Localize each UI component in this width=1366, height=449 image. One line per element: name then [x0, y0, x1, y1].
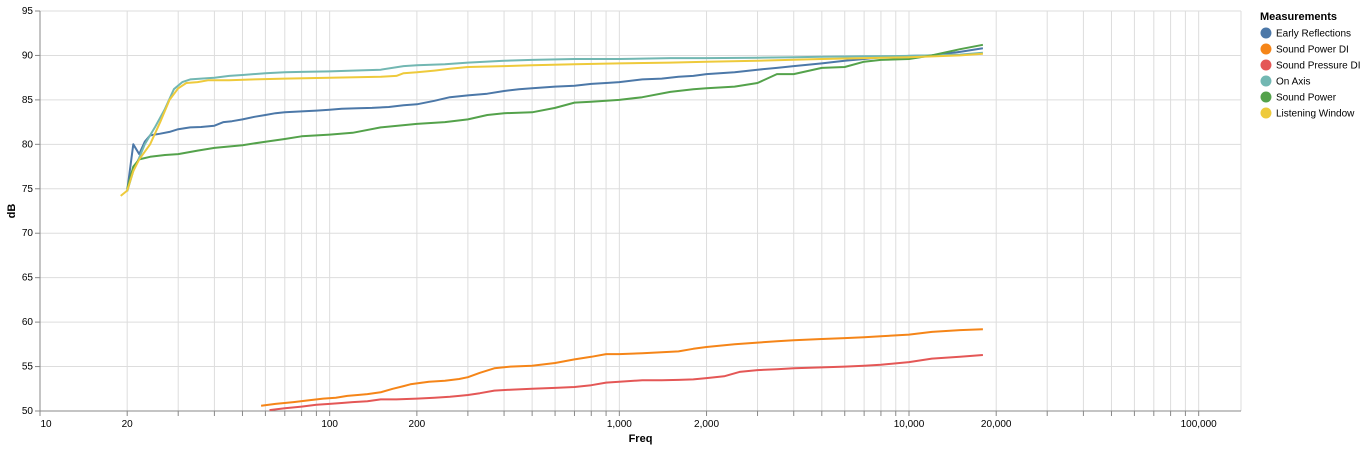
series-line-sound-pressure-di: [269, 354, 983, 412]
x-tick-label: 10: [40, 419, 52, 430]
y-tick-label: 75: [22, 184, 34, 195]
y-tick-label: 80: [22, 139, 34, 150]
legend: Measurements Early Reflections Sound Power…: [1260, 11, 1361, 120]
y-tick-label: 85: [22, 95, 34, 106]
series-line-sound-power: [126, 43, 984, 190]
x-tick-label: 2,000: [694, 419, 719, 430]
axes: 50 55 60 65 70 75 80 85 90 95 10 20 100 200 1,000 2,000…: [6, 6, 1241, 445]
legend-label: Sound Pressure DI: [1276, 61, 1361, 72]
legend-title: Measurements: [1260, 11, 1337, 23]
x-tick-label: 20,000: [981, 419, 1012, 430]
legend-label: Listening Window: [1276, 109, 1355, 120]
y-tick-label: 55: [22, 362, 34, 373]
series-line-listening-window: [120, 52, 983, 197]
x-tick-label: 200: [409, 419, 426, 430]
y-tick-label: 70: [22, 228, 34, 239]
y-tick-label: 65: [22, 273, 34, 284]
y-tick-label: 95: [22, 6, 34, 17]
x-tick-label: 100,000: [1181, 419, 1218, 430]
legend-symbol: [1260, 91, 1272, 103]
y-tick-label: 50: [22, 406, 34, 417]
legend-symbol: [1260, 27, 1272, 39]
x-tick-label: 1,000: [607, 419, 632, 430]
x-tick-label: 10,000: [894, 419, 925, 430]
legend-symbol: [1260, 75, 1272, 87]
legend-label: Sound Power DI: [1276, 45, 1349, 56]
grid: [39, 10, 1242, 412]
y-tick-label: 60: [22, 317, 34, 328]
series-line-sound-power-di: [260, 328, 983, 407]
legend-label: Early Reflections: [1276, 29, 1351, 40]
series-line-early-reflections: [126, 47, 984, 191]
y-tick-label: 90: [22, 50, 34, 61]
legend-symbol: [1260, 43, 1272, 55]
legend-label: Sound Power: [1276, 93, 1337, 104]
y-axis-title: dB: [6, 204, 18, 219]
x-tick-label: 100: [321, 419, 338, 430]
legend-symbol: [1260, 59, 1272, 71]
x-tick-label: 20: [122, 419, 134, 430]
legend-label: On Axis: [1276, 77, 1310, 88]
x-axis-title: Freq: [629, 433, 653, 445]
legend-symbol: [1260, 107, 1272, 119]
series-line-on-axis: [126, 51, 983, 192]
series-lines: [120, 43, 984, 412]
